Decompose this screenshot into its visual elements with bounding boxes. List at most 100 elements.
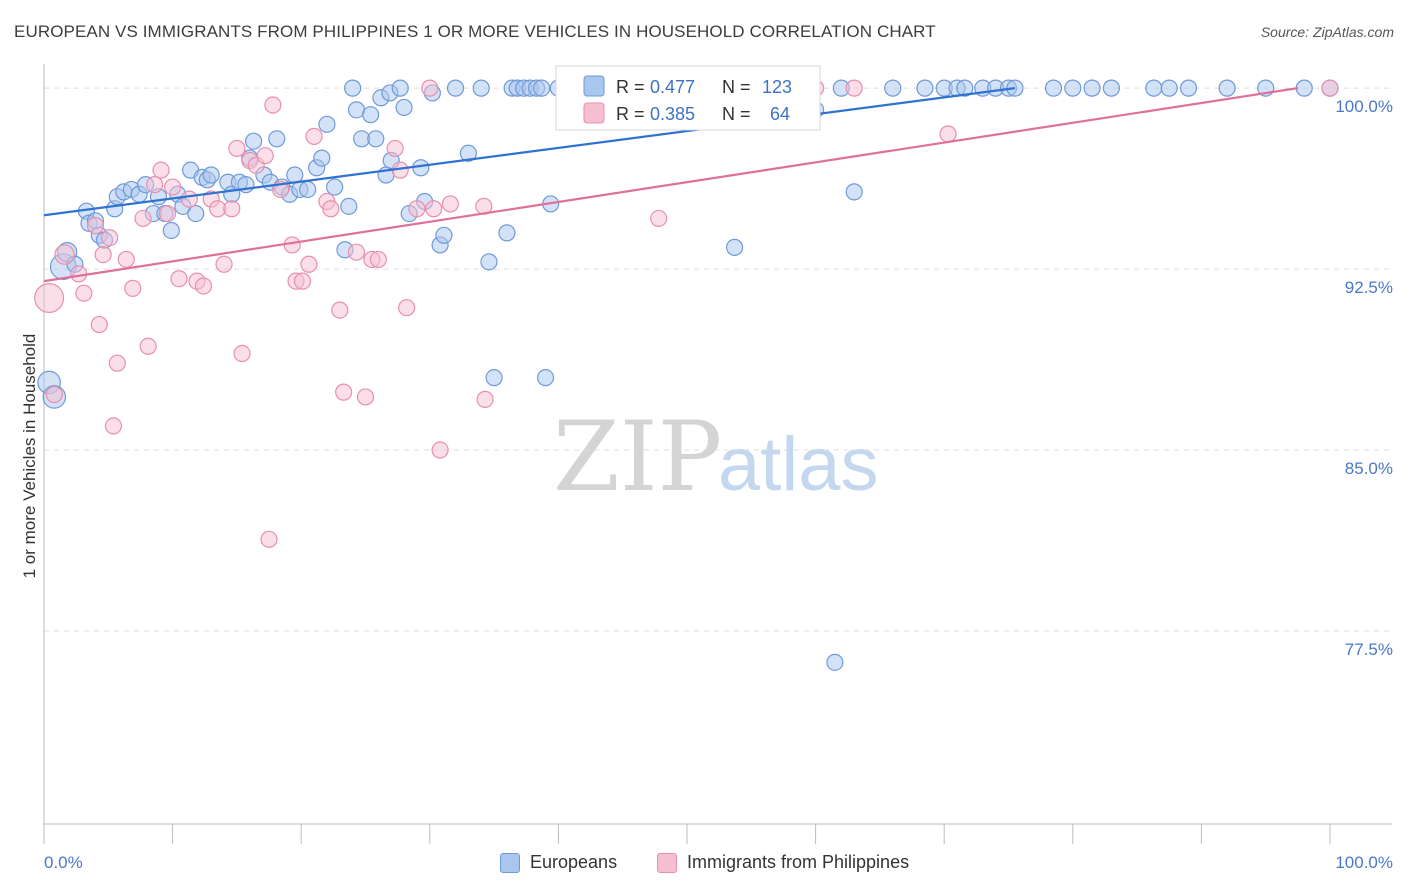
european-point-117 [1160,79,1178,97]
european-point-68 [485,369,503,387]
european-point-116 [1145,79,1163,97]
philippines-point-8 [100,229,119,247]
philippines-point-9 [104,417,123,435]
legend-bottom: Europeans Immigrants from Philippines [0,852,1406,880]
legend-r-value-philippines: 0.385 [650,104,695,124]
european-point-23 [187,204,205,223]
european-point-76 [536,369,555,387]
legend-n-value-philippines: 64 [770,104,790,124]
european-point-102 [845,183,863,201]
legend-swatch-europeans-bottom [500,852,520,873]
philippines-point-47 [369,250,387,269]
philippines-point-4 [75,284,93,302]
philippines-point-16 [152,161,170,179]
philippines-point-17 [158,204,177,223]
philippines-point-13 [134,209,152,228]
european-point-50 [362,106,380,124]
european-point-107 [956,79,974,97]
source-attribution: Source: ZipAtlas.com [1261,24,1394,40]
philippines-point-31 [256,147,274,165]
watermark: ZIP atlas [553,401,879,513]
philippines-point-5 [86,217,105,235]
european-point-121 [1295,79,1313,97]
philippines-point-57 [476,390,494,408]
european-point-26 [202,166,220,184]
legend-item-philippines[interactable]: Immigrants from Philippines [657,852,909,873]
philippines-point-45 [356,388,375,406]
philippines-point-48 [386,139,404,158]
source-value: ZipAtlas.com [1313,24,1394,40]
philippines-point-55 [441,195,459,213]
philippines-point-27 [228,139,246,158]
philippines-point-54 [431,441,449,459]
philippines-point-42 [331,301,349,319]
philippines-point-39 [305,127,323,145]
legend-swatch-europeans [583,75,605,97]
trend-line-philippines [43,87,1299,283]
y-tick-label-3: 77.5% [1345,640,1393,659]
x-tick-labels: 0.0% 100.0% [44,853,1393,872]
philippines-point-6 [90,315,108,334]
european-point-69 [498,224,516,242]
european-point-42 [313,149,331,167]
philippines-point-12 [124,279,142,297]
european-point-19 [162,221,180,240]
philippines-point-32 [260,530,278,548]
chart-title: EUROPEAN VS IMMIGRANTS FROM PHILIPPINES … [14,22,936,41]
legend-swatch-philippines [583,102,605,124]
european-point-93 [725,238,744,256]
european-point-118 [1179,79,1198,97]
y-tick-label-2: 85.0% [1345,459,1393,478]
european-point-46 [340,197,358,215]
european-point-40 [299,180,317,199]
watermark-zip: ZIP [553,401,722,513]
philippines-point-53 [425,200,443,218]
european-point-51 [367,130,385,148]
philippines-point-7 [94,246,112,264]
philippines-point-2 [54,244,75,265]
y-tick-label-0: 100.0% [1335,97,1393,116]
legend-r-value-europeans: 0.477 [650,77,695,97]
philippines-point-61 [939,125,957,143]
legend-item-europeans[interactable]: Europeans [500,852,617,873]
european-point-103 [884,79,902,97]
european-point-104 [916,79,934,97]
european-point-57 [395,98,413,117]
philippines-point-25 [215,255,233,273]
philippines-point-19 [170,270,188,288]
european-point-44 [326,178,344,196]
european-point-113 [1064,79,1082,97]
european-point-115 [1102,79,1120,97]
trend-line-europeans [43,87,1016,217]
european-point-66 [472,79,490,97]
legend-n-value-europeans: 123 [762,77,792,97]
philippines-point-35 [283,236,301,254]
philippines-point-15 [145,176,164,194]
legend-top: R = 0.477 N = 123 R = 0.385 N = 64 [555,65,821,131]
philippines-point-22 [194,277,213,295]
european-point-56 [391,79,409,97]
european-point-38 [286,166,304,184]
philippines-point-28 [233,344,251,363]
philippines-point-1 [45,385,63,404]
philippines-point-26 [223,200,241,218]
european-point-35 [268,130,286,148]
series-philippines [34,79,1339,548]
philippines-point-43 [335,383,353,401]
european-point-119 [1218,79,1236,97]
european-point-43 [318,115,336,133]
european-point-114 [1083,79,1101,97]
legend-label-europeans: Europeans [530,852,618,872]
philippines-point-18 [164,178,182,196]
philippines-point-41 [322,200,340,218]
x-tick-label-1: 100.0% [1335,853,1393,872]
philippines-point-52 [421,79,439,97]
european-point-67 [480,253,498,271]
watermark-atlas: atlas [718,422,879,507]
philippines-point-62 [1321,79,1339,97]
legend-r-label-europeans: R = [616,77,645,97]
legend-label-philippines: Immigrants from Philippines [687,852,910,872]
legend-swatch-philippines-bottom [657,852,677,873]
european-point-64 [446,79,465,97]
